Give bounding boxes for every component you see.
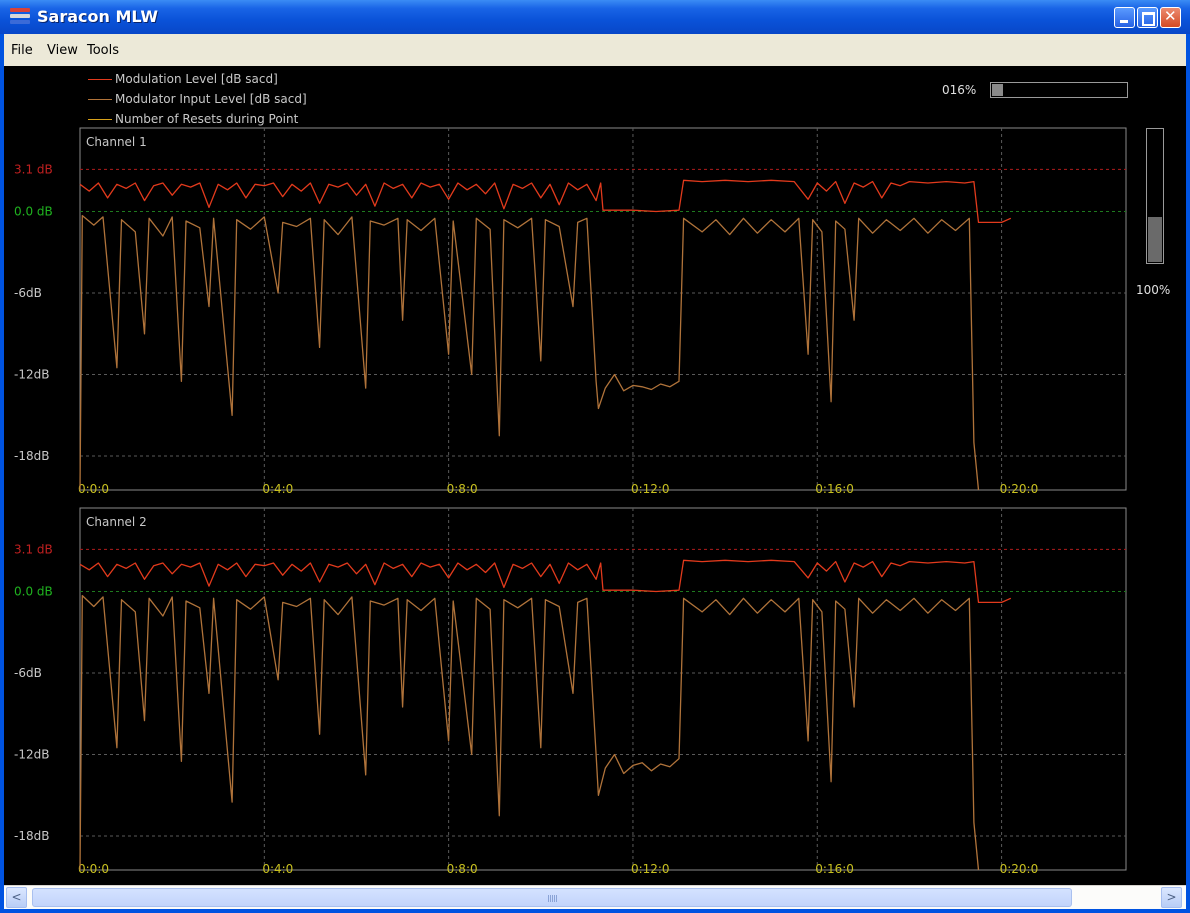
horizontal-scrollbar[interactable]: < > [4,885,1186,909]
modulation-level-line [79,179,1012,224]
y-tick-label: -12dB [14,748,49,762]
arrow-left-icon: < [11,890,22,904]
y-tick-label: -18dB [14,829,49,843]
menu-tools[interactable]: Tools [87,43,120,58]
level-meter-fill [1148,217,1162,262]
app-icon [10,8,30,26]
x-tick-label: 0:4:0 [262,482,293,496]
menu-file[interactable]: File [11,43,33,58]
x-tick-label: 0:0:0 [78,862,109,876]
y-tick-label: 0.0 dB [14,585,53,599]
chart-frame [79,507,1127,871]
channel-title: Channel 2 [86,515,147,529]
legend-modulation-label: Modulation Level [dB sacd] [115,72,278,86]
channel-title: Channel 1 [86,135,147,149]
x-tick-label: 0:4:0 [262,862,293,876]
chart-panel-1: Channel 1 0:0:0 0:4:0 0:8:0 0:12:0 0:16:0 0:20… [14,127,1127,496]
modulator-input-line [79,594,980,871]
minimize-button[interactable] [1114,7,1135,28]
progress-bar [990,82,1128,98]
legend-resets-label: Number of Resets during Point [115,112,299,126]
x-tick-label: 0:0:0 [78,482,109,496]
progress-percent: 016% [942,83,977,97]
progress-fill [992,84,1003,96]
x-tick-label: 0:16:0 [815,482,854,496]
x-tick-label: 0:8:0 [447,862,478,876]
chart-frame [79,127,1127,491]
legend-swatch-input [88,99,112,100]
level-meter [1146,128,1164,264]
charts: Channel 1 0:0:0 0:4:0 0:8:0 0:12:0 0:16:0 0:20… [14,127,1127,876]
y-tick-label: 3.1 dB [14,162,53,176]
x-tick-label: 0:12:0 [631,482,670,496]
legend-swatch-modulation [88,79,112,80]
modulation-level-line [79,559,1012,604]
scroll-right-button[interactable]: > [1161,887,1182,908]
menu-bar: File View Tools [4,34,1186,66]
x-tick-label: 0:20:0 [1000,482,1039,496]
grip-icon [548,895,558,902]
chart-area: Modulation Level [dB sacd] Modulator Inp… [4,66,1186,885]
scroll-left-button[interactable]: < [6,887,27,908]
maximize-icon [1142,12,1155,26]
chart-panel-2: Channel 2 0:0:0 0:4:0 0:8:0 0:12:0 0:16:0 0:20… [14,507,1127,876]
y-tick-label: 0.0 dB [14,205,53,219]
y-tick-label: 3.1 dB [14,542,53,556]
y-tick-label: -6dB [14,286,42,300]
arrow-right-icon: > [1166,890,1177,904]
y-tick-label: -6dB [14,666,42,680]
x-tick-label: 0:16:0 [815,862,854,876]
modulator-input-line [79,214,980,491]
y-tick-label: -18dB [14,449,49,463]
x-tick-label: 0:20:0 [1000,862,1039,876]
menu-view[interactable]: View [47,43,78,58]
scroll-thumb[interactable] [32,888,1072,907]
title-bar[interactable]: Saracon MLW ✕ [0,0,1190,34]
maximize-button[interactable] [1137,7,1158,28]
level-meter-label: 100% [1136,283,1171,297]
minimize-icon [1120,20,1128,23]
x-tick-label: 0:12:0 [631,862,670,876]
close-icon: ✕ [1164,7,1177,25]
legend-swatch-resets [88,119,112,120]
x-tick-label: 0:8:0 [447,482,478,496]
legend-input-label: Modulator Input Level [dB sacd] [115,92,307,106]
window-title: Saracon MLW [37,7,158,26]
y-tick-label: -12dB [14,368,49,382]
close-button[interactable]: ✕ [1160,7,1181,28]
